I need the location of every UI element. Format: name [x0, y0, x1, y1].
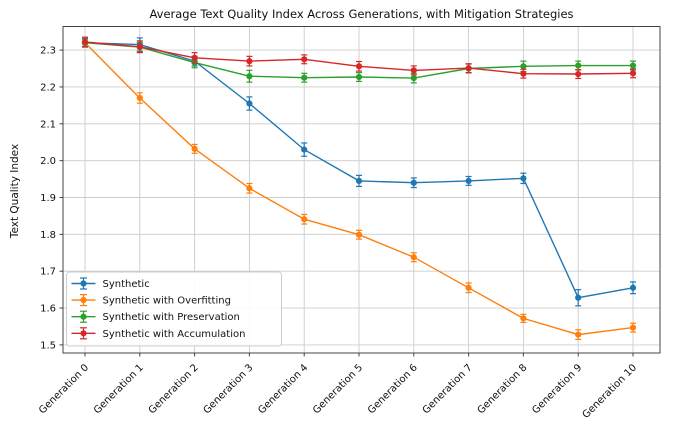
- data-point-marker: [136, 43, 143, 50]
- data-point-marker: [629, 324, 637, 331]
- data-point-marker: [301, 56, 308, 63]
- legend-box: [66, 271, 282, 347]
- data-point-marker: [355, 231, 363, 238]
- data-point-marker: [136, 94, 143, 102]
- data-point-marker: [410, 179, 417, 186]
- legend-key-marker: [80, 280, 87, 287]
- legend-key-marker: [80, 297, 87, 304]
- x-tick-label: Generation 2: [147, 362, 201, 416]
- data-point-marker: [520, 315, 527, 322]
- data-point-marker: [246, 58, 253, 65]
- data-point-marker: [246, 185, 253, 192]
- x-tick-label: Generation 9: [530, 362, 584, 416]
- data-point-marker: [246, 73, 253, 80]
- data-point-marker: [81, 38, 89, 46]
- x-tick-label: Generation 6: [366, 362, 420, 416]
- data-point-marker: [520, 70, 527, 77]
- data-point-marker: [575, 331, 582, 338]
- chart-title: Average Text Quality Index Across Genera…: [149, 7, 574, 21]
- data-point-marker: [301, 74, 308, 81]
- legend-label: Synthetic with Accumulation: [103, 329, 246, 340]
- y-tick-label: 1.9: [40, 193, 56, 204]
- y-tick-label: 2.2: [40, 82, 56, 93]
- y-tick-label: 2.3: [40, 46, 56, 57]
- data-point-marker: [191, 54, 198, 61]
- y-tick-label: 2.0: [40, 156, 56, 167]
- x-tick-label: Generation 1: [92, 362, 146, 416]
- data-point-marker: [410, 67, 417, 74]
- data-point-marker: [301, 146, 308, 153]
- data-point-marker: [465, 65, 472, 72]
- data-point-marker: [465, 284, 472, 291]
- data-point-marker: [520, 63, 527, 70]
- x-tick-label: Generation 10: [581, 362, 639, 420]
- data-point-marker: [520, 175, 527, 182]
- data-point-marker: [575, 62, 582, 69]
- y-tick-label: 2.1: [40, 119, 56, 130]
- legend-label: Synthetic with Overfitting: [103, 296, 231, 307]
- data-point-marker: [355, 73, 363, 81]
- data-point-marker: [575, 70, 582, 78]
- legend-label: Synthetic with Preservation: [103, 312, 240, 323]
- x-tick-label: Generation 5: [311, 362, 365, 416]
- data-point-marker: [246, 100, 253, 107]
- data-point-marker: [629, 70, 637, 77]
- legend-key-marker: [80, 313, 87, 320]
- y-tick-label: 1.8: [40, 230, 56, 241]
- data-point-marker: [629, 284, 637, 291]
- data-point-marker: [629, 62, 637, 69]
- data-point-marker: [410, 74, 417, 82]
- y-tick-label: 1.5: [40, 340, 56, 351]
- data-point-marker: [575, 294, 582, 301]
- y-tick-label: 1.7: [40, 267, 56, 278]
- legend-label: Synthetic: [103, 279, 150, 290]
- y-tick-label: 1.6: [40, 304, 56, 315]
- x-tick-label: Generation 8: [476, 362, 530, 416]
- legend-key-marker: [80, 330, 87, 337]
- plot-border: [62, 26, 661, 354]
- x-tick-label: Generation 7: [421, 362, 475, 416]
- x-tick-label: Generation 0: [37, 362, 91, 416]
- x-tick-label: Generation 3: [202, 362, 256, 416]
- data-point-marker: [301, 216, 308, 223]
- data-point-marker: [355, 63, 363, 70]
- data-point-marker: [465, 177, 472, 185]
- data-point-marker: [410, 254, 417, 261]
- data-point-marker: [191, 145, 198, 152]
- x-tick-label: Generation 4: [256, 362, 310, 416]
- data-point-marker: [355, 177, 363, 185]
